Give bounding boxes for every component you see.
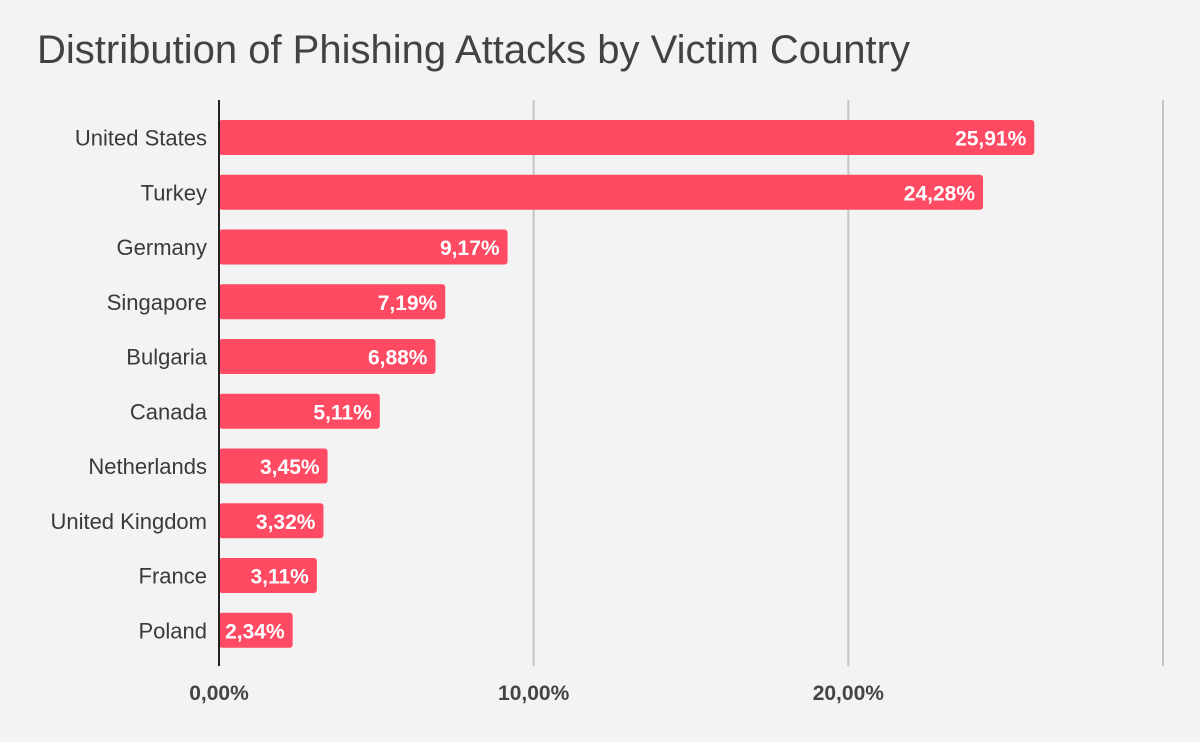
- category-label: Canada: [130, 399, 208, 424]
- value-label: 25,91%: [955, 128, 1027, 151]
- category-label: United Kingdom: [50, 509, 207, 534]
- x-tick-label: 10,00%: [498, 682, 570, 705]
- bar: [219, 448, 328, 484]
- value-label: 3,11%: [250, 566, 309, 589]
- bar: [219, 612, 293, 648]
- category-label: Netherlands: [88, 454, 207, 479]
- category-label: United States: [75, 126, 207, 151]
- value-label: 24,28%: [904, 182, 976, 205]
- value-label: 3,32%: [256, 511, 316, 534]
- bar: [219, 120, 1035, 155]
- category-label: Germany: [117, 235, 207, 260]
- bar: [219, 503, 324, 539]
- chart-title: Distribution of Phishing Attacks by Vict…: [37, 28, 910, 72]
- category-label: Poland: [138, 618, 207, 643]
- value-label: 5,11%: [313, 401, 372, 424]
- category-label: France: [139, 564, 207, 589]
- value-label: 6,88%: [368, 347, 428, 370]
- value-label: 7,19%: [378, 292, 438, 315]
- value-label: 2,34%: [225, 620, 285, 643]
- bar: [219, 393, 380, 429]
- bar: [219, 284, 446, 320]
- value-label: 9,17%: [440, 237, 500, 260]
- category-label: Singapore: [107, 290, 207, 315]
- category-label: Bulgaria: [126, 345, 207, 370]
- value-label: 3,45%: [260, 456, 320, 479]
- bar: [219, 339, 436, 374]
- x-tick-label: 20,00%: [813, 682, 885, 705]
- category-label: Turkey: [141, 180, 207, 205]
- x-tick-label: 0,00%: [189, 682, 249, 705]
- bar: [219, 229, 508, 265]
- bar: [219, 174, 984, 210]
- bar: [219, 558, 317, 593]
